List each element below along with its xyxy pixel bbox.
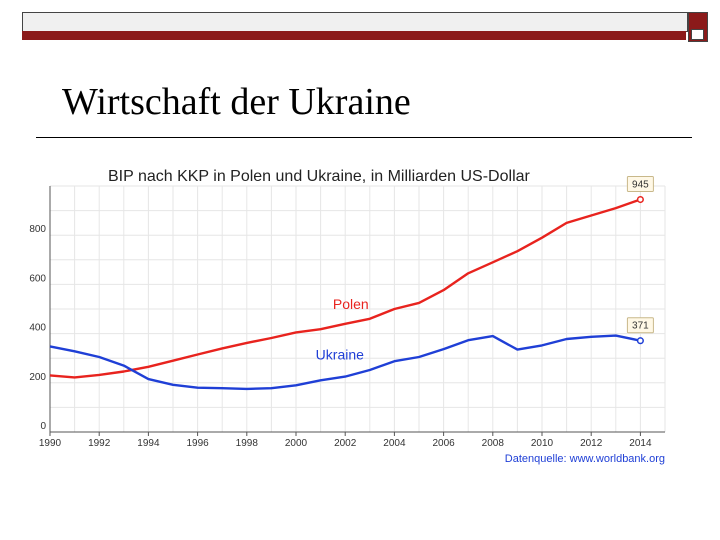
x-tick-label: 1994 [137, 438, 160, 449]
chart-grid [49, 185, 666, 432]
end-value-box-ukraine [626, 317, 654, 334]
slide-top-band [22, 31, 686, 40]
x-tick-label: 2006 [432, 438, 455, 449]
x-tick-label: 1990 [39, 438, 62, 449]
x-tick-label: 2010 [531, 438, 554, 449]
chart-axes: 1990 1992 1994 1996 1998 2000 2002 2004 2006 2008… [29, 186, 665, 449]
x-tick-label: 2014 [629, 438, 652, 449]
x-tick-label: 1992 [88, 438, 111, 449]
y-tick-label: 600 [29, 273, 46, 284]
x-tick-label: 2004 [383, 438, 406, 449]
series-end-marker-ukraine [636, 337, 644, 345]
x-tick-label: 2000 [285, 438, 308, 449]
chart-title: BIP nach KKP in Polen und Ukraine, in Mi… [108, 168, 531, 185]
slide-title: Wirtschaft der Ukraine [62, 81, 411, 123]
end-value-label-ukraine: 371 [632, 321, 649, 332]
y-tick-label: 0 [40, 421, 46, 432]
slide-corner-decoration [688, 12, 708, 42]
y-tick-label: 200 [29, 372, 46, 383]
series-line-ukraine [49, 334, 641, 391]
series-line-polen [49, 198, 641, 379]
chart-source: Datenquelle: www.worldbank.org [505, 453, 665, 465]
end-value-label-polen: 945 [632, 180, 649, 191]
chart-labels: 945 Polen 371 Ukraine [316, 176, 654, 362]
x-tick-label: 2012 [580, 438, 603, 449]
x-tick-label: 1996 [186, 438, 209, 449]
y-tick-label: 400 [29, 323, 46, 334]
series-name-label-polen: Polen [333, 296, 369, 312]
series-end-marker-polen [636, 195, 644, 204]
title-divider [36, 137, 692, 138]
slide-corner-inner-square [691, 29, 704, 40]
x-tick-label: 2002 [334, 438, 357, 449]
y-tick-label: 800 [29, 224, 46, 235]
end-value-box-polen [626, 176, 654, 193]
series-name-label-ukraine: Ukraine [316, 346, 364, 362]
x-tick-label: 2008 [482, 438, 505, 449]
x-tick-label: 1998 [236, 438, 259, 449]
chart-series [49, 195, 644, 391]
